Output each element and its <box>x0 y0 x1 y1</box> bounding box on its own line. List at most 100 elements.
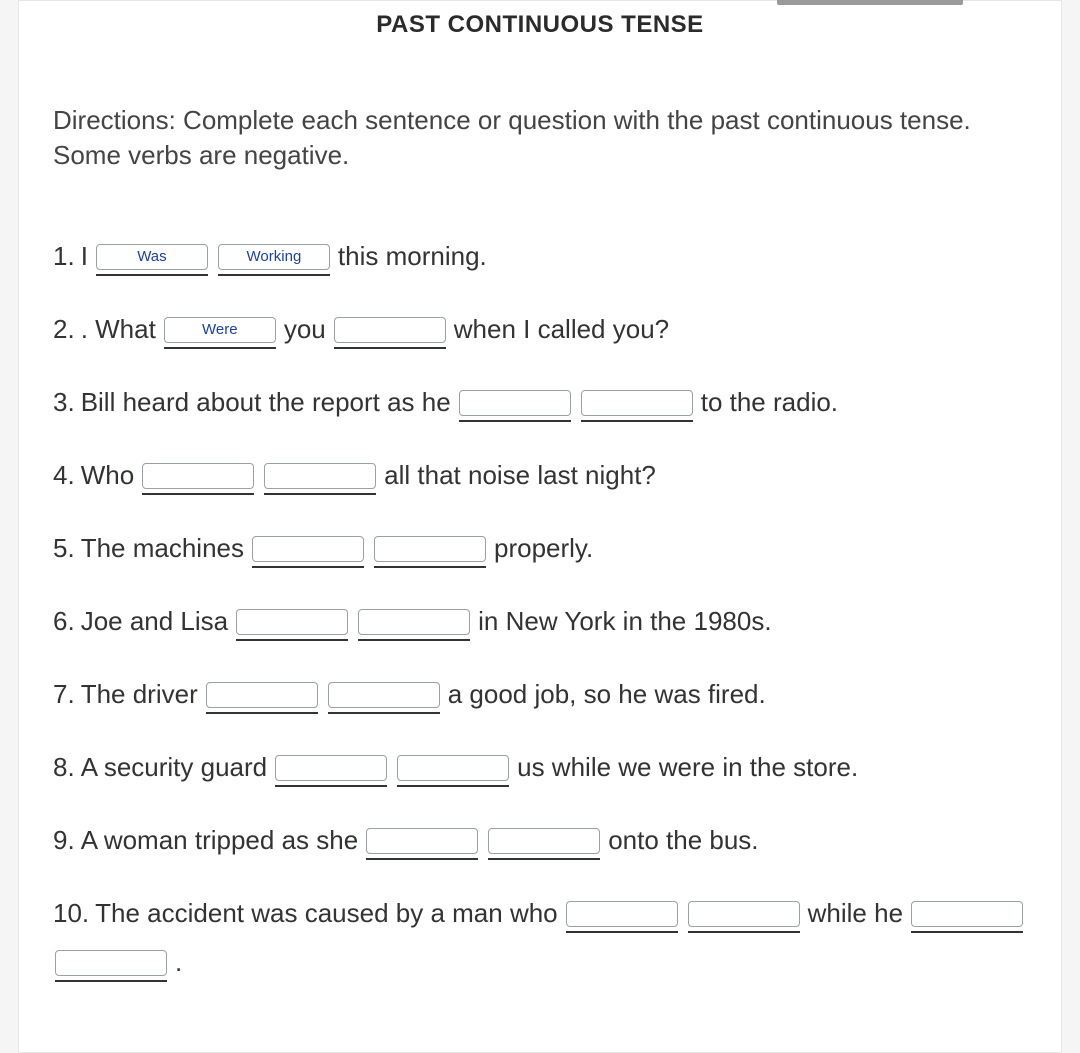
blank-underline <box>264 493 376 495</box>
question-text: The machines <box>81 529 244 568</box>
question-text: onto the bus. <box>608 821 758 860</box>
page-title: PAST CONTINUOUS TENSE <box>53 1 1027 39</box>
question-text: in New York in the 1980s. <box>478 602 771 641</box>
question-text: A security guard <box>81 748 267 787</box>
question-text: us while we were in the store. <box>517 748 858 787</box>
question-row: 5.The machines properly. <box>53 525 1027 568</box>
question-text: all that noise last night? <box>384 456 656 495</box>
question-row: 9.A woman tripped as she onto the bus. <box>53 817 1027 860</box>
worksheet-sheet: PAST CONTINUOUS TENSE Directions: Comple… <box>18 0 1062 1053</box>
question-text: Joe and Lisa <box>81 602 228 641</box>
question-number: 10. <box>53 894 89 933</box>
answer-input[interactable] <box>218 244 330 270</box>
question-text: I <box>81 237 88 276</box>
question-number: 7. <box>53 675 75 714</box>
answer-blank <box>218 233 330 276</box>
question-row: 3.Bill heard about the report as heto th… <box>53 379 1027 422</box>
answer-blank <box>366 817 478 860</box>
question-row: 8.A security guard us while we were in th… <box>53 744 1027 787</box>
answer-blank <box>397 744 509 787</box>
question-row: 6.Joe and Lisa in New York in the 1980s. <box>53 598 1027 641</box>
question-number: 6. <box>53 602 75 641</box>
question-text: A woman tripped as she <box>81 821 359 860</box>
blank-underline <box>397 785 509 787</box>
answer-input[interactable] <box>488 828 600 854</box>
blank-underline <box>581 420 693 422</box>
blank-underline <box>252 566 364 568</box>
answer-input[interactable] <box>581 390 693 416</box>
answer-input[interactable] <box>688 901 800 927</box>
blank-underline <box>374 566 486 568</box>
answer-input[interactable] <box>96 244 208 270</box>
answer-input[interactable] <box>206 682 318 708</box>
answer-blank <box>206 671 318 714</box>
answer-blank <box>358 598 470 641</box>
blank-underline <box>275 785 387 787</box>
question-text: a good job, so he was fired. <box>448 675 766 714</box>
blank-underline <box>206 712 318 714</box>
question-text: Who <box>81 456 134 495</box>
answer-input[interactable] <box>374 536 486 562</box>
blank-underline <box>911 931 1023 933</box>
blank-underline <box>688 931 800 933</box>
answer-input[interactable] <box>275 755 387 781</box>
top-grey-bar <box>777 0 963 5</box>
question-text: this morning. <box>338 237 487 276</box>
answer-blank <box>328 671 440 714</box>
blank-underline <box>366 858 478 860</box>
answer-input[interactable] <box>366 828 478 854</box>
question-text: The driver <box>81 675 198 714</box>
question-number: 8. <box>53 748 75 787</box>
questions-list: 1.Ithis morning. 2.. What you when I called… <box>53 233 1027 982</box>
question-number: 5. <box>53 529 75 568</box>
answer-blank <box>374 525 486 568</box>
question-row: 1.Ithis morning. <box>53 233 1027 276</box>
question-text: while he <box>808 894 903 933</box>
question-text: properly. <box>494 529 593 568</box>
answer-blank <box>252 525 364 568</box>
answer-input[interactable] <box>328 682 440 708</box>
blank-underline <box>55 980 167 982</box>
answer-blank <box>96 233 208 276</box>
answer-input[interactable] <box>164 317 276 343</box>
question-number: 9. <box>53 821 75 860</box>
answer-input[interactable] <box>55 950 167 976</box>
answer-input[interactable] <box>252 536 364 562</box>
question-row: 2.. What you when I called you? <box>53 306 1027 349</box>
answer-blank <box>688 890 800 933</box>
answer-blank <box>275 744 387 787</box>
answer-input[interactable] <box>397 755 509 781</box>
answer-input[interactable] <box>264 463 376 489</box>
answer-blank <box>459 379 571 422</box>
question-number: 1. <box>53 237 75 276</box>
question-text: The accident was caused by a man who <box>95 894 557 933</box>
blank-underline <box>488 858 600 860</box>
blank-underline <box>218 274 330 276</box>
answer-input[interactable] <box>334 317 446 343</box>
answer-blank <box>911 890 1023 933</box>
question-number: 4. <box>53 456 75 495</box>
answer-input[interactable] <box>142 463 254 489</box>
answer-input[interactable] <box>459 390 571 416</box>
question-text: to the radio. <box>701 383 838 422</box>
question-text: Bill heard about the report as he <box>81 383 451 422</box>
answer-input[interactable] <box>911 901 1023 927</box>
question-number: 2. <box>53 310 75 349</box>
question-text: . <box>175 943 182 982</box>
question-row: 4.Who all that noise last night? <box>53 452 1027 495</box>
answer-input[interactable] <box>566 901 678 927</box>
question-text: you <box>284 310 326 349</box>
answer-input[interactable] <box>236 609 348 635</box>
question-text: when I called you? <box>454 310 669 349</box>
answer-blank <box>581 379 693 422</box>
blank-underline <box>358 639 470 641</box>
blank-underline <box>328 712 440 714</box>
answer-blank <box>236 598 348 641</box>
blank-underline <box>334 347 446 349</box>
question-text: . What <box>81 310 156 349</box>
question-row: 10.The accident was caused by a man who w… <box>53 890 1027 982</box>
answer-input[interactable] <box>358 609 470 635</box>
question-row: 7.The driver a good job, so he was fired. <box>53 671 1027 714</box>
answer-blank <box>142 452 254 495</box>
answer-blank <box>334 306 446 349</box>
